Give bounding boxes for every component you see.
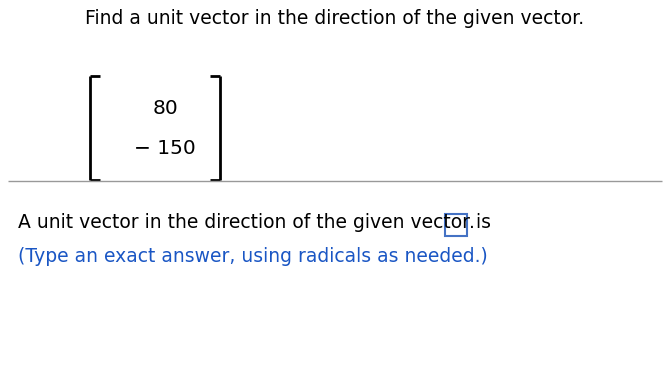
Text: Find a unit vector in the direction of the given vector.: Find a unit vector in the direction of t… (86, 9, 584, 27)
Text: 80: 80 (152, 99, 178, 117)
Text: (Type an exact answer, using radicals as needed.): (Type an exact answer, using radicals as… (18, 247, 488, 265)
Text: − 150: − 150 (134, 138, 196, 158)
Text: A unit vector in the direction of the given vector is: A unit vector in the direction of the gi… (18, 212, 491, 232)
Bar (445, 214, 467, 236)
Text: .: . (469, 212, 475, 232)
